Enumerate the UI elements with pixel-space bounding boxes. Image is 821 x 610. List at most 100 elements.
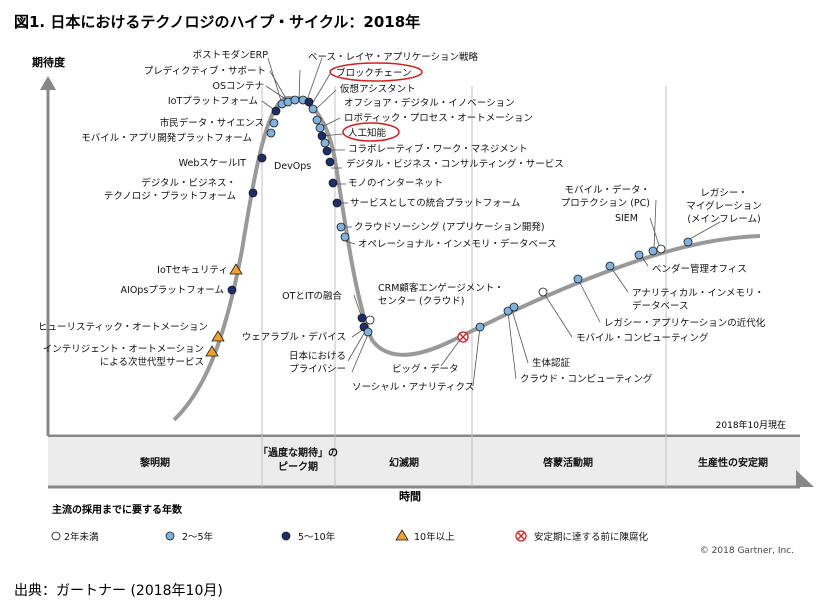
tech-label: アナリティカル・インメモリ・ <box>632 288 764 299</box>
tech-label: ビッグ・データ <box>392 363 459 375</box>
tech-label: ブロックチェーン <box>336 67 412 79</box>
marker-2to5 <box>269 118 279 128</box>
tech-label: クラウド・コンピューティング <box>520 373 653 385</box>
tech-label: オペレーショナル・インメモリ・データベース <box>358 238 557 250</box>
tech-label: サービスとしての統合プラットフォーム <box>350 197 520 209</box>
tech-label: ベース・レイヤ・アプリケーション戦略 <box>308 51 479 63</box>
tech-label: DevOps <box>274 161 311 172</box>
as-of-label: 2018年10月現在 <box>716 419 786 431</box>
x-axis-arrow-icon <box>796 470 814 487</box>
tech-label: センター (クラウド) <box>378 296 464 307</box>
marker-2to5 <box>290 95 300 105</box>
tech-label: データベース <box>632 300 689 312</box>
curve-markers-triangles <box>205 263 243 357</box>
chart-title: 図1. 日本におけるテクノロジのハイプ・サイクル：2018年 <box>14 13 420 31</box>
marker-5to10 <box>332 198 342 208</box>
legend: 2年未満 2～5年 5～10年 10年以上 安定期に達する前に陳腐化 <box>51 529 649 543</box>
tech-label: モバイル・アプリ開発プラットフォーム <box>81 132 252 144</box>
marker-gt10 <box>229 263 243 275</box>
legend-label-lt2: 2年未満 <box>64 531 99 543</box>
tech-label: ヒューリスティック・オートメーション <box>38 322 208 333</box>
legend-label-2to5: 2～5年 <box>182 531 214 543</box>
tech-label: マイグレーション <box>686 200 762 212</box>
tech-label: ロボティック・プロセス・オートメーション <box>344 113 533 124</box>
marker-5to10 <box>248 188 258 198</box>
marker-2to5 <box>475 322 485 332</box>
legend-marker-gt10 <box>395 529 409 541</box>
tech-label: IoTプラットフォーム <box>168 96 258 107</box>
phase-peak-line1: 「過度な期待」の <box>258 446 338 459</box>
marker-2to5 <box>320 138 330 148</box>
tech-label: デジタル・ビジネス・コンサルティング・サービス <box>346 158 564 170</box>
marker-obsolete <box>457 331 469 343</box>
tech-label: OSコンテナ <box>212 81 264 92</box>
tech-label: クラウドソーシング (アプリケーション開発) <box>354 221 545 233</box>
source-caption: 出典：ガートナー (2018年10月) <box>14 583 223 599</box>
tech-label: CRM顧客エンゲージメント・ <box>378 282 504 294</box>
phase-slope: 啓蒙活動期 <box>543 456 593 469</box>
tech-label: オフショア・デジタル・イノベーション <box>344 97 515 109</box>
tech-label: WebスケールIT <box>179 158 247 169</box>
y-axis-label: 期待度 <box>32 55 66 69</box>
tech-label: ベンダー管理オフィス <box>652 263 747 275</box>
marker-5to10 <box>357 313 367 323</box>
legend-label-gt10: 10年以上 <box>414 531 455 543</box>
marker-2to5 <box>336 222 346 232</box>
legend-marker-lt2 <box>51 531 61 541</box>
tech-label: 生体認証 <box>532 357 571 369</box>
marker-5to10 <box>328 178 338 188</box>
marker-lt2 <box>656 244 666 254</box>
marker-2to5 <box>648 246 658 256</box>
marker-5to10 <box>257 153 267 163</box>
tech-label: 日本における <box>289 350 346 362</box>
marker-gt10 <box>211 330 225 342</box>
marker-lt2 <box>538 287 548 297</box>
tech-label: プライバシー <box>289 364 346 375</box>
marker-2to5 <box>315 123 325 133</box>
tech-label: (メインフレーム) <box>687 214 760 225</box>
highlight-ai <box>342 122 400 142</box>
tech-label: レガシー・ <box>700 188 748 199</box>
legend-label-obsolete: 安定期に達する前に陳腐化 <box>534 531 649 543</box>
tech-label: による次世代型サービス <box>100 356 204 368</box>
tech-label: 市民データ・サイエンス <box>160 117 264 129</box>
legend-marker-5to10 <box>281 531 291 541</box>
legend-title: 主流の採用までに要する年数 <box>52 503 183 516</box>
marker-2to5 <box>503 306 513 316</box>
phase-band <box>48 437 800 487</box>
marker-5to10 <box>325 157 335 167</box>
tech-label: レガシー・アプリケーションの近代化 <box>604 317 766 329</box>
phase-trough: 幻滅期 <box>389 456 419 469</box>
phase-innovation-trigger: 黎明期 <box>140 456 170 469</box>
tech-label: 仮想アシスタント <box>340 83 416 95</box>
marker-2to5 <box>634 250 644 260</box>
tech-label: モバイル・コンピューティング <box>576 332 709 344</box>
tech-label: ポストモダンERP <box>193 49 269 61</box>
x-axis-label: 時間 <box>399 489 421 503</box>
tech-label: プレディクティブ・サポート <box>144 65 266 77</box>
marker-lt2 <box>365 315 375 325</box>
marker-2to5 <box>312 115 322 125</box>
marker-2to5 <box>683 237 693 247</box>
copyright: © 2018 Gartner, Inc. <box>700 546 794 556</box>
curve-markers <box>227 95 693 337</box>
tech-label: OTとITの融合 <box>282 290 342 302</box>
tech-label: SIEM <box>615 213 638 224</box>
tech-label: IoTセキュリティ <box>157 265 228 276</box>
marker-2to5 <box>573 274 583 284</box>
marker-5to10 <box>271 106 281 116</box>
marker-2to5 <box>340 232 350 242</box>
legend-label-5to10: 5～10年 <box>298 531 336 543</box>
tech-label: コラボレーティブ・ワーク・マネジメント <box>348 143 528 155</box>
tech-label: ソーシャル・アナリティクス <box>352 382 474 393</box>
leader-lines <box>261 57 721 387</box>
marker-2to5 <box>363 327 373 337</box>
tech-label: ウェアラブル・デバイス <box>242 331 346 343</box>
tech-label: 人工知能 <box>348 127 387 139</box>
legend-marker-2to5 <box>165 531 175 541</box>
y-axis-arrow-icon <box>40 76 56 90</box>
highlight-blockchain <box>329 62 423 82</box>
tech-label: モバイル・データ・ <box>564 184 650 196</box>
marker-2to5 <box>509 302 519 312</box>
